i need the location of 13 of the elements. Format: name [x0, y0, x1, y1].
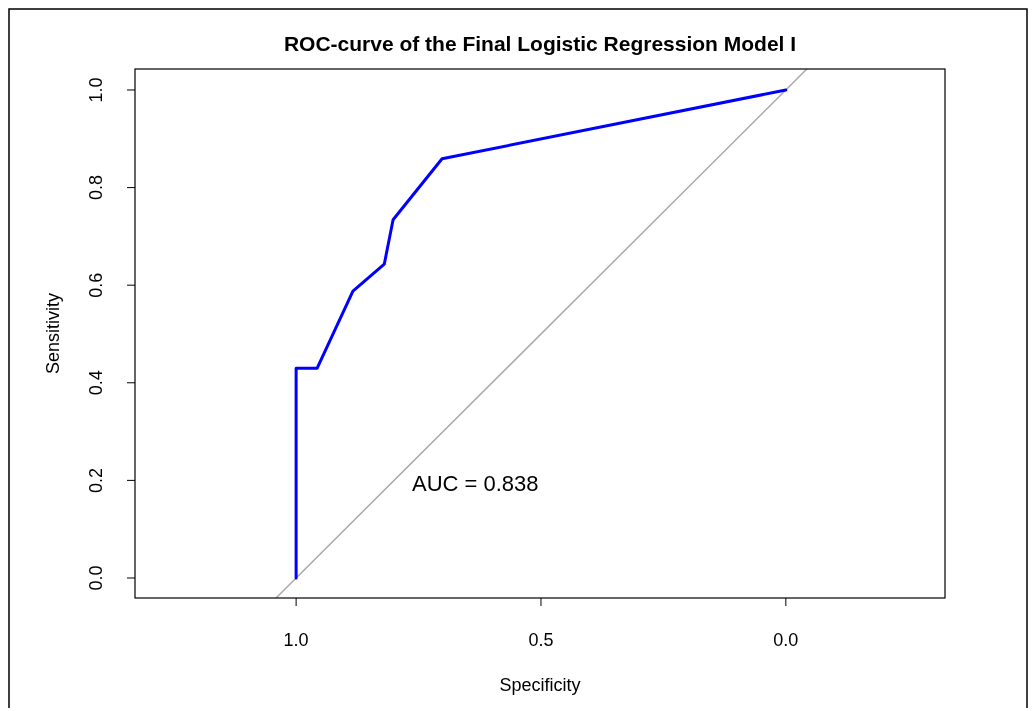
x-tick-label: 0.0 [773, 630, 799, 650]
y-tick-label: 1.0 [86, 77, 106, 103]
x-tick-label: 0.5 [528, 630, 554, 650]
y-tick-label: 0.8 [86, 175, 106, 201]
y-tick-label: 0.2 [86, 467, 106, 493]
y-tick-label: 0.4 [86, 370, 106, 396]
x-tick-label: 1.0 [283, 630, 309, 650]
x-axis-title: Specificity [499, 675, 581, 695]
y-tick-label: 0.6 [86, 272, 106, 298]
annotation: AUC = 0.838 [412, 471, 539, 496]
y-axis-title: Sensitivity [43, 292, 63, 375]
y-tick-label: 0.0 [86, 565, 106, 591]
chart-title: ROC-curve of the Final Logistic Regression Model I [283, 32, 797, 55]
